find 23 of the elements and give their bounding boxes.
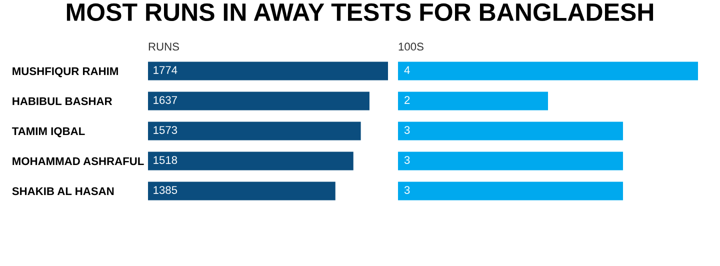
y-tick-label: SHAKIB AL HASAN [12, 187, 114, 196]
bar [148, 152, 354, 170]
data-label: 1385 [154, 186, 178, 194]
data-label: 1573 [154, 126, 178, 134]
bar [148, 182, 336, 200]
y-tick-label: TAMIM IQBAL [12, 127, 85, 138]
chart-subtitle: 100S [398, 42, 424, 51]
chart-title: MOST RUNS IN AWAY TESTS FOR BANGLADESH [66, 3, 654, 22]
chart-subtitle: RUNS [148, 42, 179, 51]
bar [148, 92, 370, 110]
y-tick-label: MUSHFIQUR RAHIM [12, 67, 118, 78]
y-tick-label: HABIBUL BASHAR [12, 97, 112, 106]
data-label: 1637 [154, 96, 177, 104]
data-label: 3 [404, 156, 410, 164]
bar [148, 62, 388, 80]
data-label: 1774 [154, 66, 178, 74]
y-tick-label: MOHAMMAD ASHRAFUL [12, 157, 144, 166]
data-label: 2 [404, 96, 410, 104]
data-label: 3 [404, 186, 410, 194]
data-label: 3 [404, 126, 410, 134]
data-label: 1518 [154, 156, 178, 164]
bar [148, 122, 361, 140]
data-label: 4 [404, 66, 410, 74]
